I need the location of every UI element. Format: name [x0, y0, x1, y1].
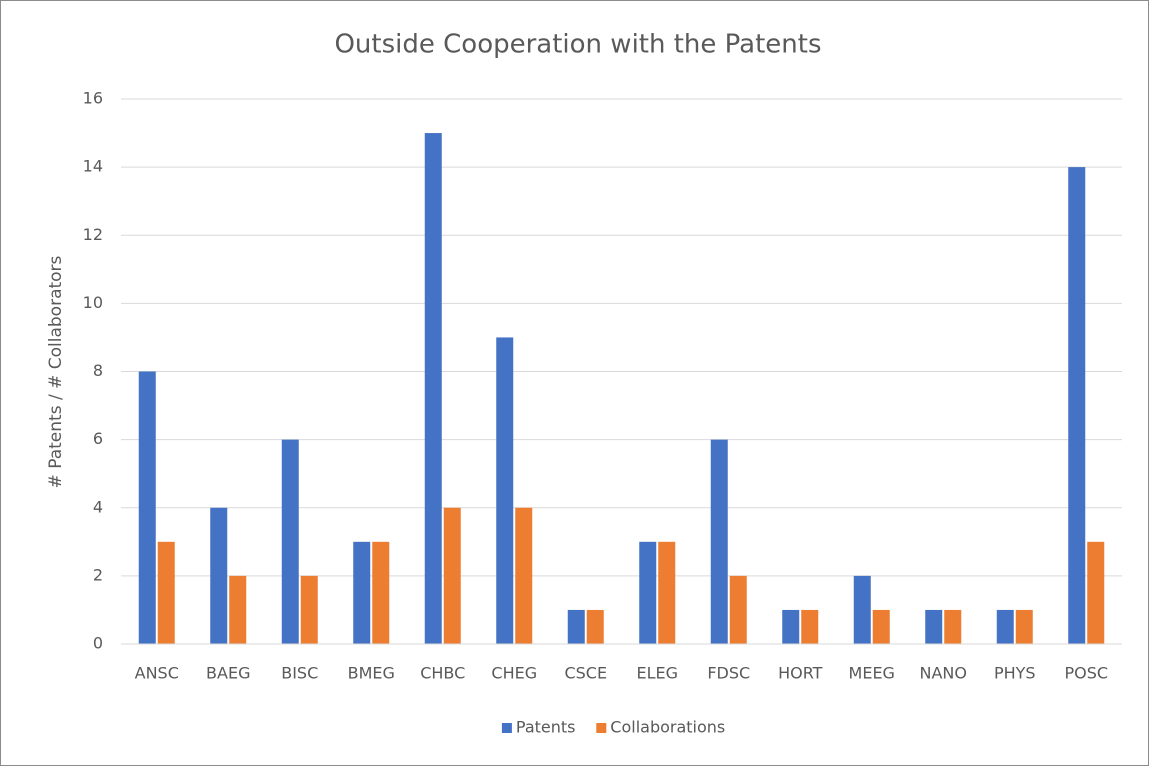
bar — [424, 133, 442, 644]
bar — [281, 439, 299, 644]
bar — [515, 507, 533, 644]
y-tick-label: 2 — [93, 565, 103, 584]
y-tick-label: 10 — [83, 293, 103, 312]
bar — [353, 541, 371, 644]
bar — [853, 575, 871, 644]
bar — [300, 575, 318, 644]
bar — [872, 609, 890, 644]
bar — [801, 609, 819, 644]
bar — [157, 541, 175, 644]
legend-label: Patents — [516, 718, 576, 737]
y-tick-label: 12 — [83, 225, 103, 244]
bar — [710, 439, 728, 644]
bar — [944, 609, 962, 644]
bar — [925, 609, 943, 644]
bar — [496, 337, 514, 644]
y-tick-label: 4 — [93, 497, 103, 516]
bar — [729, 575, 747, 644]
bar — [639, 541, 657, 644]
x-tick-label: CHBC — [420, 664, 465, 683]
x-tick-label: ANSC — [135, 664, 179, 683]
bar — [586, 609, 604, 644]
x-tick-label: BISC — [281, 664, 318, 683]
bar — [996, 609, 1014, 644]
legend-label: Collaborations — [610, 718, 725, 737]
bar — [229, 575, 247, 644]
x-tick-label: FDSC — [707, 664, 750, 683]
x-tick-label: BAEG — [206, 664, 250, 683]
x-tick-label: BMEG — [348, 664, 395, 683]
bar — [1015, 609, 1033, 644]
bar — [138, 371, 156, 644]
bar — [782, 609, 800, 644]
bar — [567, 609, 585, 644]
legend-swatch — [596, 723, 607, 733]
y-tick-label: 8 — [93, 361, 103, 380]
x-tick-label: HORT — [778, 664, 823, 683]
y-tick-label: 0 — [93, 634, 103, 653]
y-tick-label: 14 — [83, 157, 103, 176]
chart-title: Outside Cooperation with the Patents — [334, 30, 821, 60]
x-tick-label: ELEG — [636, 664, 678, 683]
bar — [443, 507, 461, 644]
bar — [1087, 541, 1105, 644]
x-tick-label: NANO — [920, 664, 967, 683]
x-tick-label: CSCE — [564, 664, 607, 683]
legend-swatch — [501, 723, 512, 733]
bar — [658, 541, 676, 644]
y-tick-label: 6 — [93, 429, 103, 448]
x-tick-label: POSC — [1064, 664, 1108, 683]
bar — [372, 541, 390, 644]
bar — [210, 507, 228, 644]
x-tick-label: PHYS — [994, 664, 1036, 683]
x-tick-label: MEEG — [849, 664, 895, 683]
y-axis-label: # Patents / # Collaborators — [46, 255, 66, 488]
bar — [1068, 167, 1086, 644]
x-tick-label: CHEG — [491, 664, 537, 683]
y-tick-label: 16 — [83, 89, 103, 108]
